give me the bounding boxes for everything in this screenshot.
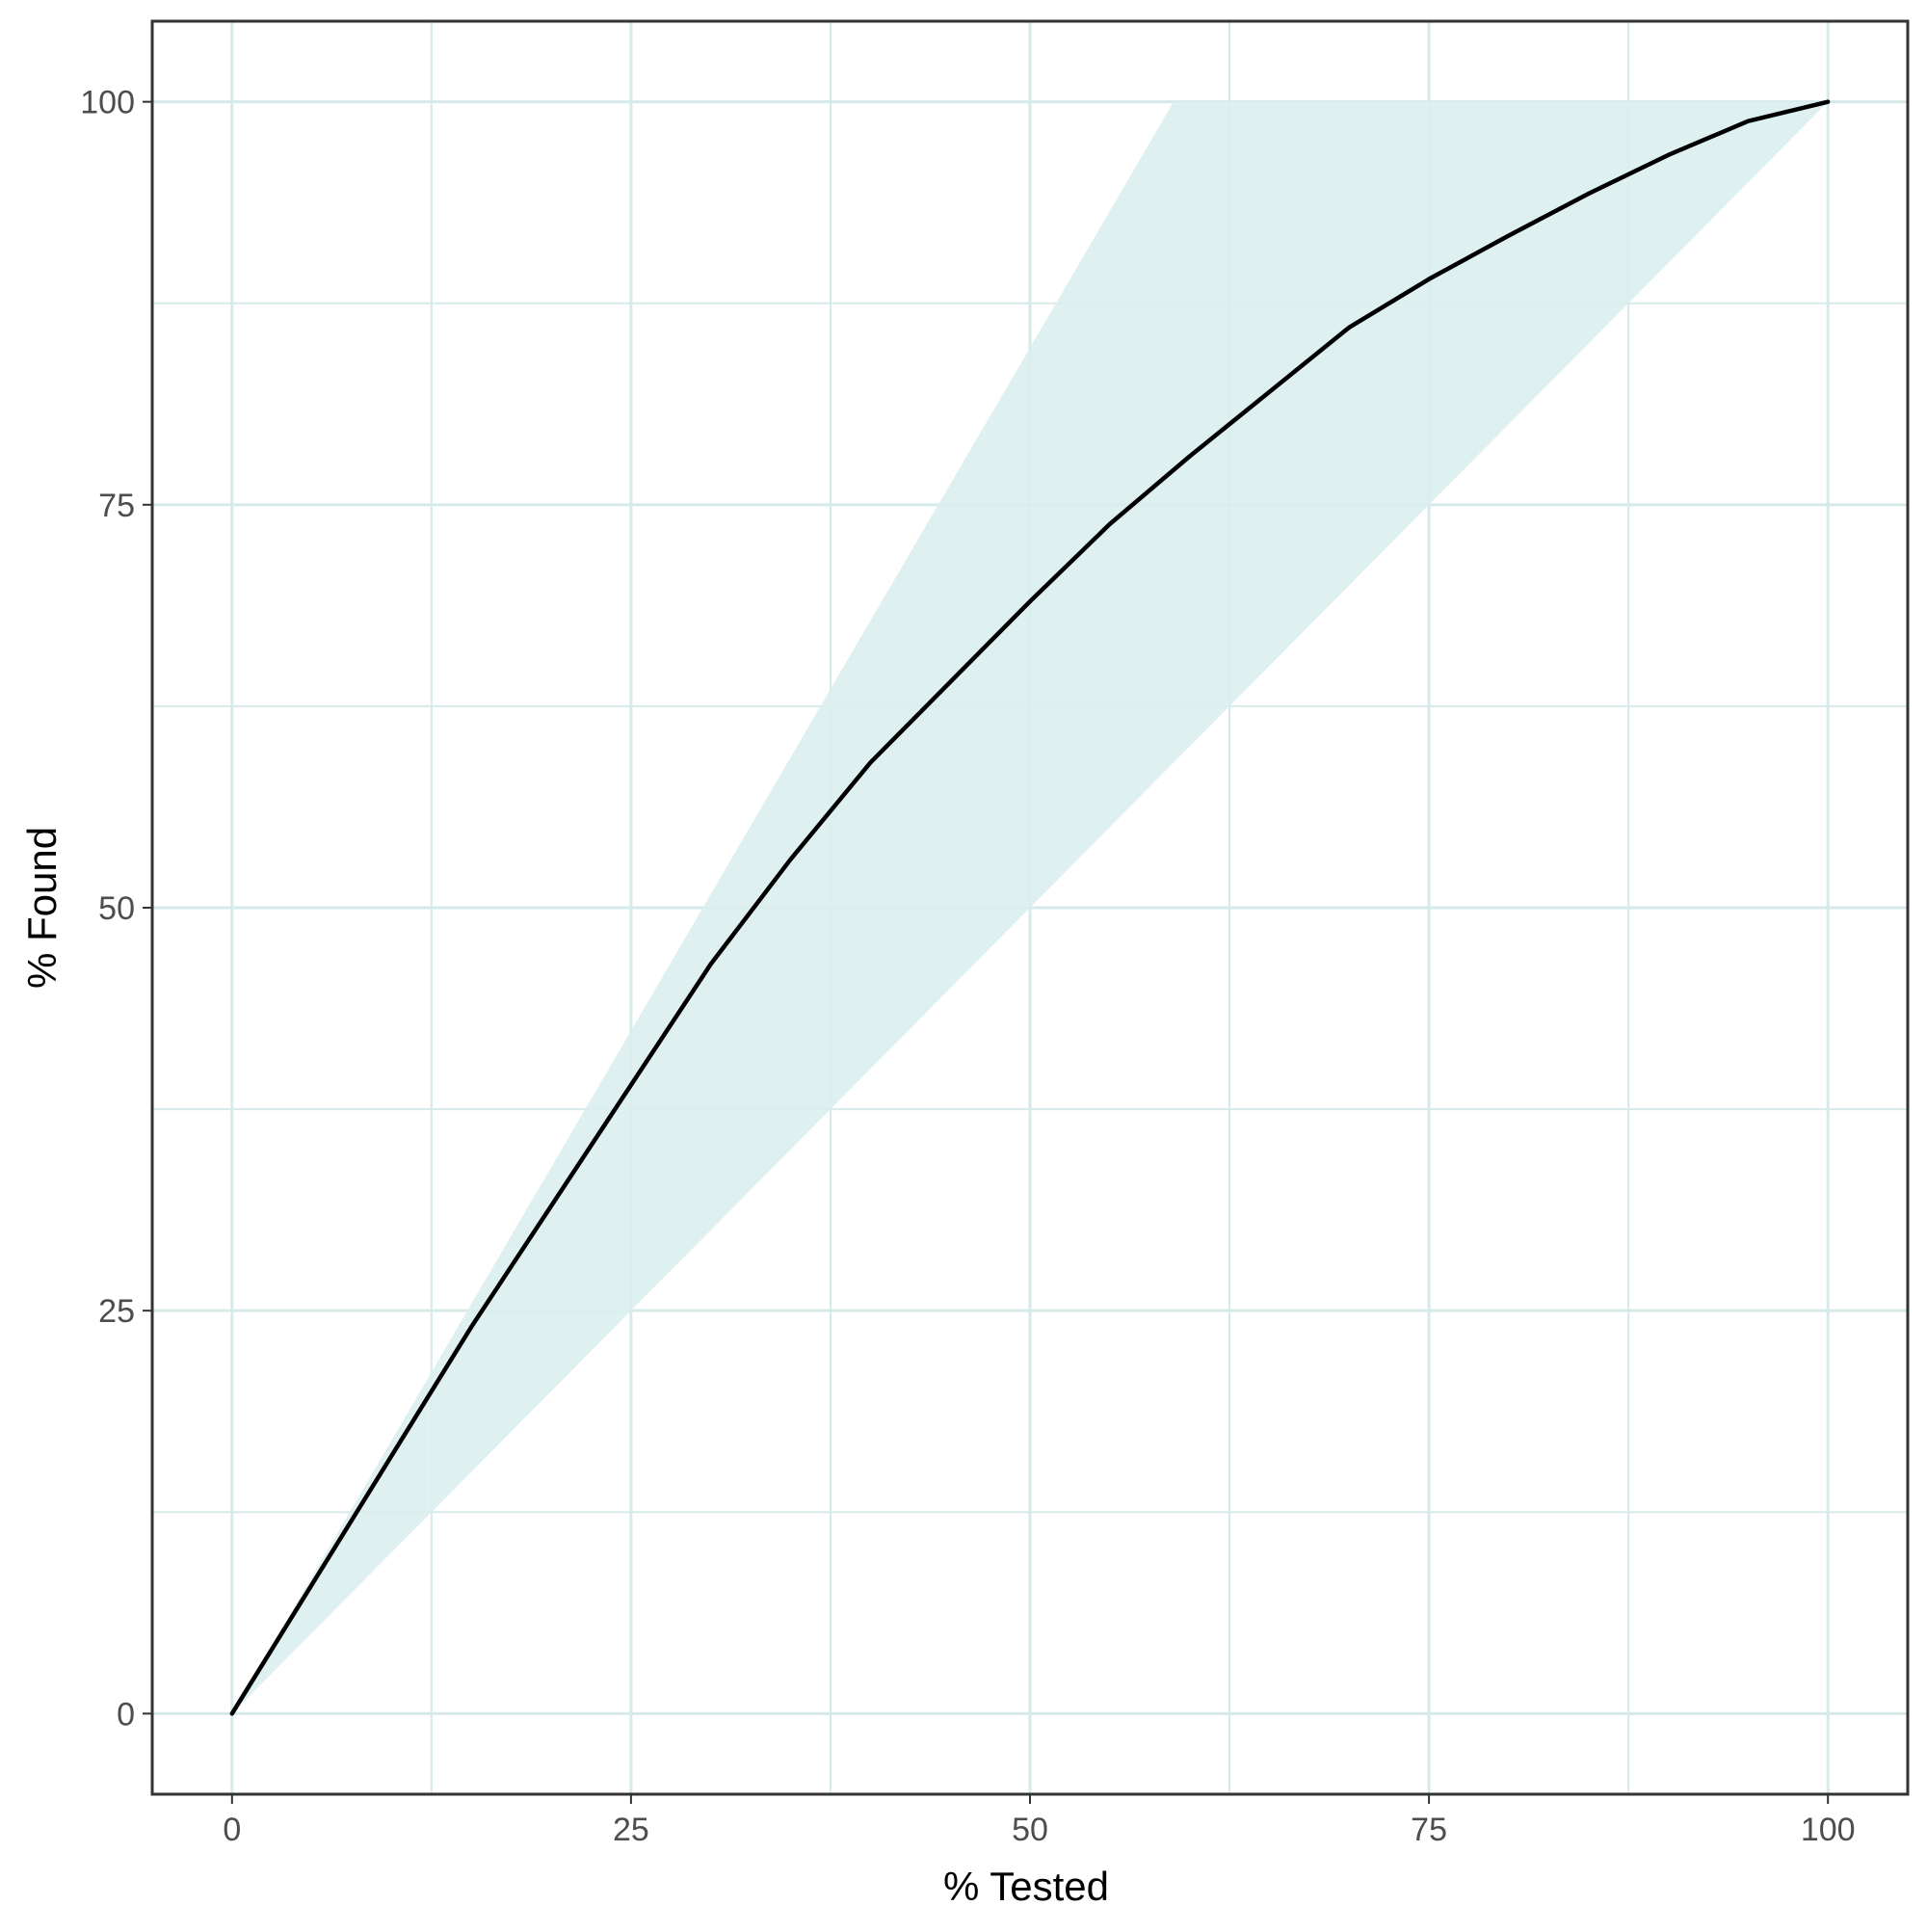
y-tick-label: 100	[80, 85, 135, 121]
x-tick-label: 25	[613, 1812, 649, 1848]
y-axis-title: % Found	[19, 827, 65, 989]
cumulative-line	[229, 99, 1831, 1716]
x-axis-title: % Tested	[943, 1864, 1109, 1909]
x-axis-ticks: 0 25 50 75 100	[223, 1794, 1856, 1848]
confidence-band-area	[231, 101, 1829, 1714]
series-line-0	[229, 99, 1831, 1716]
x-tick-label: 50	[1012, 1812, 1048, 1848]
x-tick-label: 0	[223, 1812, 241, 1848]
y-tick-label: 50	[98, 890, 135, 927]
confidence-band	[231, 101, 1829, 1714]
x-tick-label: 100	[1801, 1812, 1856, 1848]
y-tick-label: 25	[98, 1293, 135, 1330]
y-tick-label: 0	[117, 1696, 135, 1733]
x-tick-label: 75	[1411, 1812, 1447, 1848]
y-axis-ticks: 0 25 50 75 100	[80, 85, 152, 1733]
y-tick-label: 75	[98, 488, 135, 524]
